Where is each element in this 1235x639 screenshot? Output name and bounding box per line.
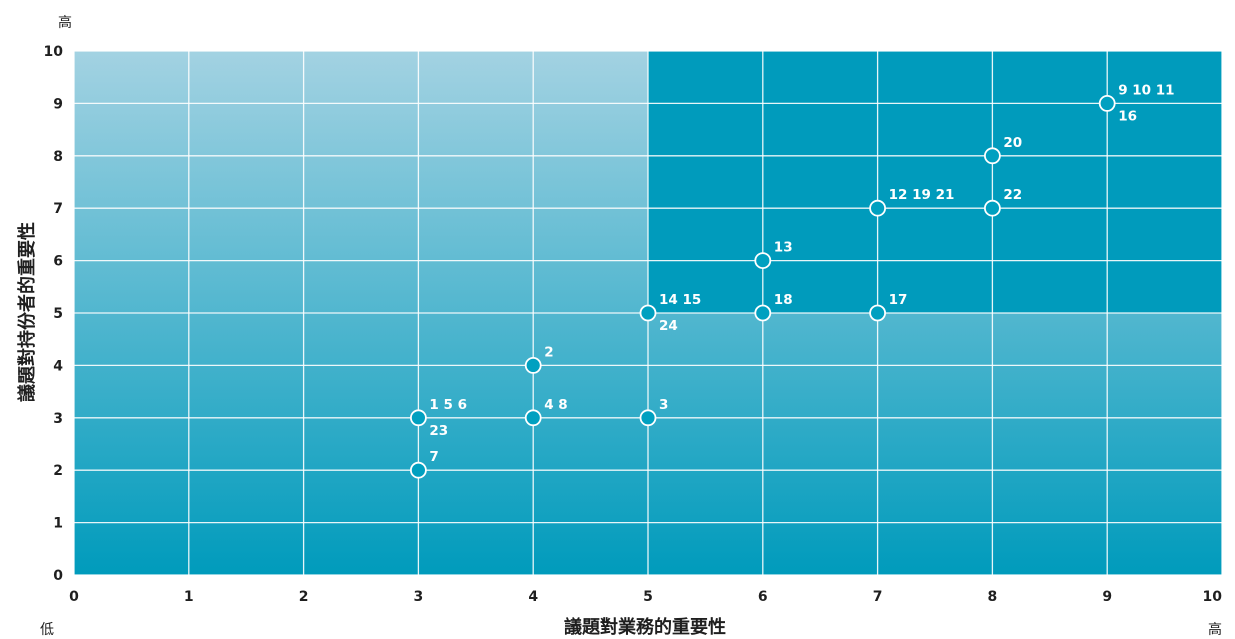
x-tick-label: 9 [1102,589,1112,605]
point-label: 1 5 6 [429,397,467,413]
point-label: 16 [1118,108,1137,124]
x-tick-label: 1 [184,589,194,605]
x-tick-label: 5 [643,589,653,605]
x-high-label: 高 [1208,621,1222,638]
x-tick-label: 8 [988,589,998,605]
y-tick-label: 5 [53,306,63,322]
data-point [639,304,657,322]
data-point [409,461,427,479]
point-label: 24 [659,318,678,334]
x-tick-label: 0 [69,589,79,605]
y-tick-label: 1 [53,516,63,532]
data-point [869,199,886,217]
y-tick-label: 7 [53,201,63,217]
y-tick-label: 8 [53,149,63,165]
data-point [639,409,657,427]
point-label: 3 [659,397,668,413]
y-axis-ticks: 0 1 2 3 4 5 6 7 8 9 10 [44,44,64,584]
x-tick-label: 2 [299,589,309,605]
data-point [524,356,542,374]
y-tick-label: 3 [53,411,63,427]
x-tick-label: 3 [414,589,424,605]
data-point [1098,95,1116,112]
data-point [984,199,1001,217]
point-label: 9 10 11 [1118,82,1174,98]
y-tick-label: 0 [53,568,63,584]
data-point [754,304,772,322]
data-points [409,95,1116,479]
point-label: 12 19 21 [889,187,955,203]
point-label: 22 [1003,187,1022,203]
data-point [409,409,427,427]
point-label: 7 [429,449,438,465]
data-point [754,252,772,270]
x-tick-label: 4 [528,589,538,605]
x-tick-label: 6 [758,589,768,605]
data-point [524,409,542,427]
x-tick-label: 7 [873,589,883,605]
y-tick-label: 2 [53,463,63,479]
point-label: 23 [429,423,448,439]
y-tick-label: 9 [53,96,63,112]
point-label: 17 [889,292,908,308]
y-high-label: 高 [58,14,72,31]
point-label: 2 [544,344,553,360]
point-label: 14 15 [659,292,701,308]
point-label: 20 [1003,135,1022,151]
x-axis-ticks: 0 1 2 3 4 5 6 7 8 9 10 [69,589,1222,605]
x-axis-title: 議題對業務的重要性 [564,616,726,638]
data-point [984,147,1001,165]
point-label: 13 [774,240,793,256]
data-point [869,304,886,322]
point-label: 18 [774,292,793,308]
y-tick-label: 4 [53,358,63,374]
x-tick-label: 10 [1203,589,1223,605]
y-tick-label: 6 [53,254,63,270]
y-tick-label: 10 [44,44,64,60]
point-label: 4 8 [544,397,568,413]
low-corner-label: 低 [40,622,54,638]
y-axis-title: 議題對持份者的重要性 [16,222,38,402]
highlight-region [648,51,1222,313]
